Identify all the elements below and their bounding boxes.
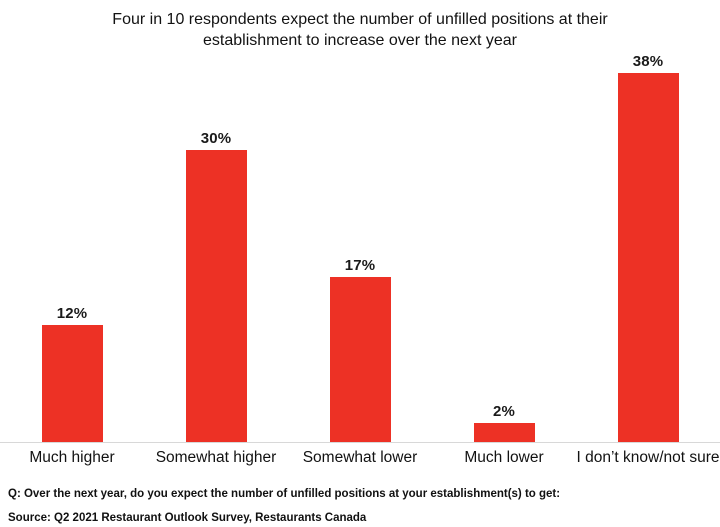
category-label: Much higher (29, 449, 115, 466)
chart-footer: Q: Over the next year, do you expect the… (0, 488, 720, 524)
plot-area: 12% 30% 17% 2% 38% (0, 53, 720, 443)
bar (41, 325, 103, 442)
category-row: Much higher Somewhat higher Somewhat lower… (0, 443, 720, 473)
bar-value-label: 30% (200, 130, 232, 148)
chart-title: Four in 10 respondents expect the number… (112, 11, 608, 50)
bar (329, 276, 391, 442)
bar-value-label: 17% (344, 256, 376, 274)
bar (473, 422, 535, 442)
category-label: Somewhat higher (155, 449, 277, 466)
bar-column: 17% (288, 53, 432, 442)
survey-question-text: Q: Over the next year, do you expect the… (8, 488, 561, 500)
category-label: Somewhat lower (302, 449, 418, 466)
bar-column: 2% (432, 53, 576, 442)
source-text: Source: Q2 2021 Restaurant Outlook Surve… (8, 512, 367, 524)
category-label: Much lower (464, 449, 544, 466)
bar-column: 12% (0, 53, 144, 442)
bar-column: 30% (144, 53, 288, 442)
bar (617, 73, 679, 442)
bar-value-label: 2% (492, 402, 516, 420)
category-label: I don’t know/not sure (576, 449, 720, 466)
bar (185, 150, 247, 442)
bar-value-label: 38% (632, 53, 664, 70)
bar-value-label: 12% (56, 305, 88, 323)
bar-column: 38% (576, 53, 720, 442)
